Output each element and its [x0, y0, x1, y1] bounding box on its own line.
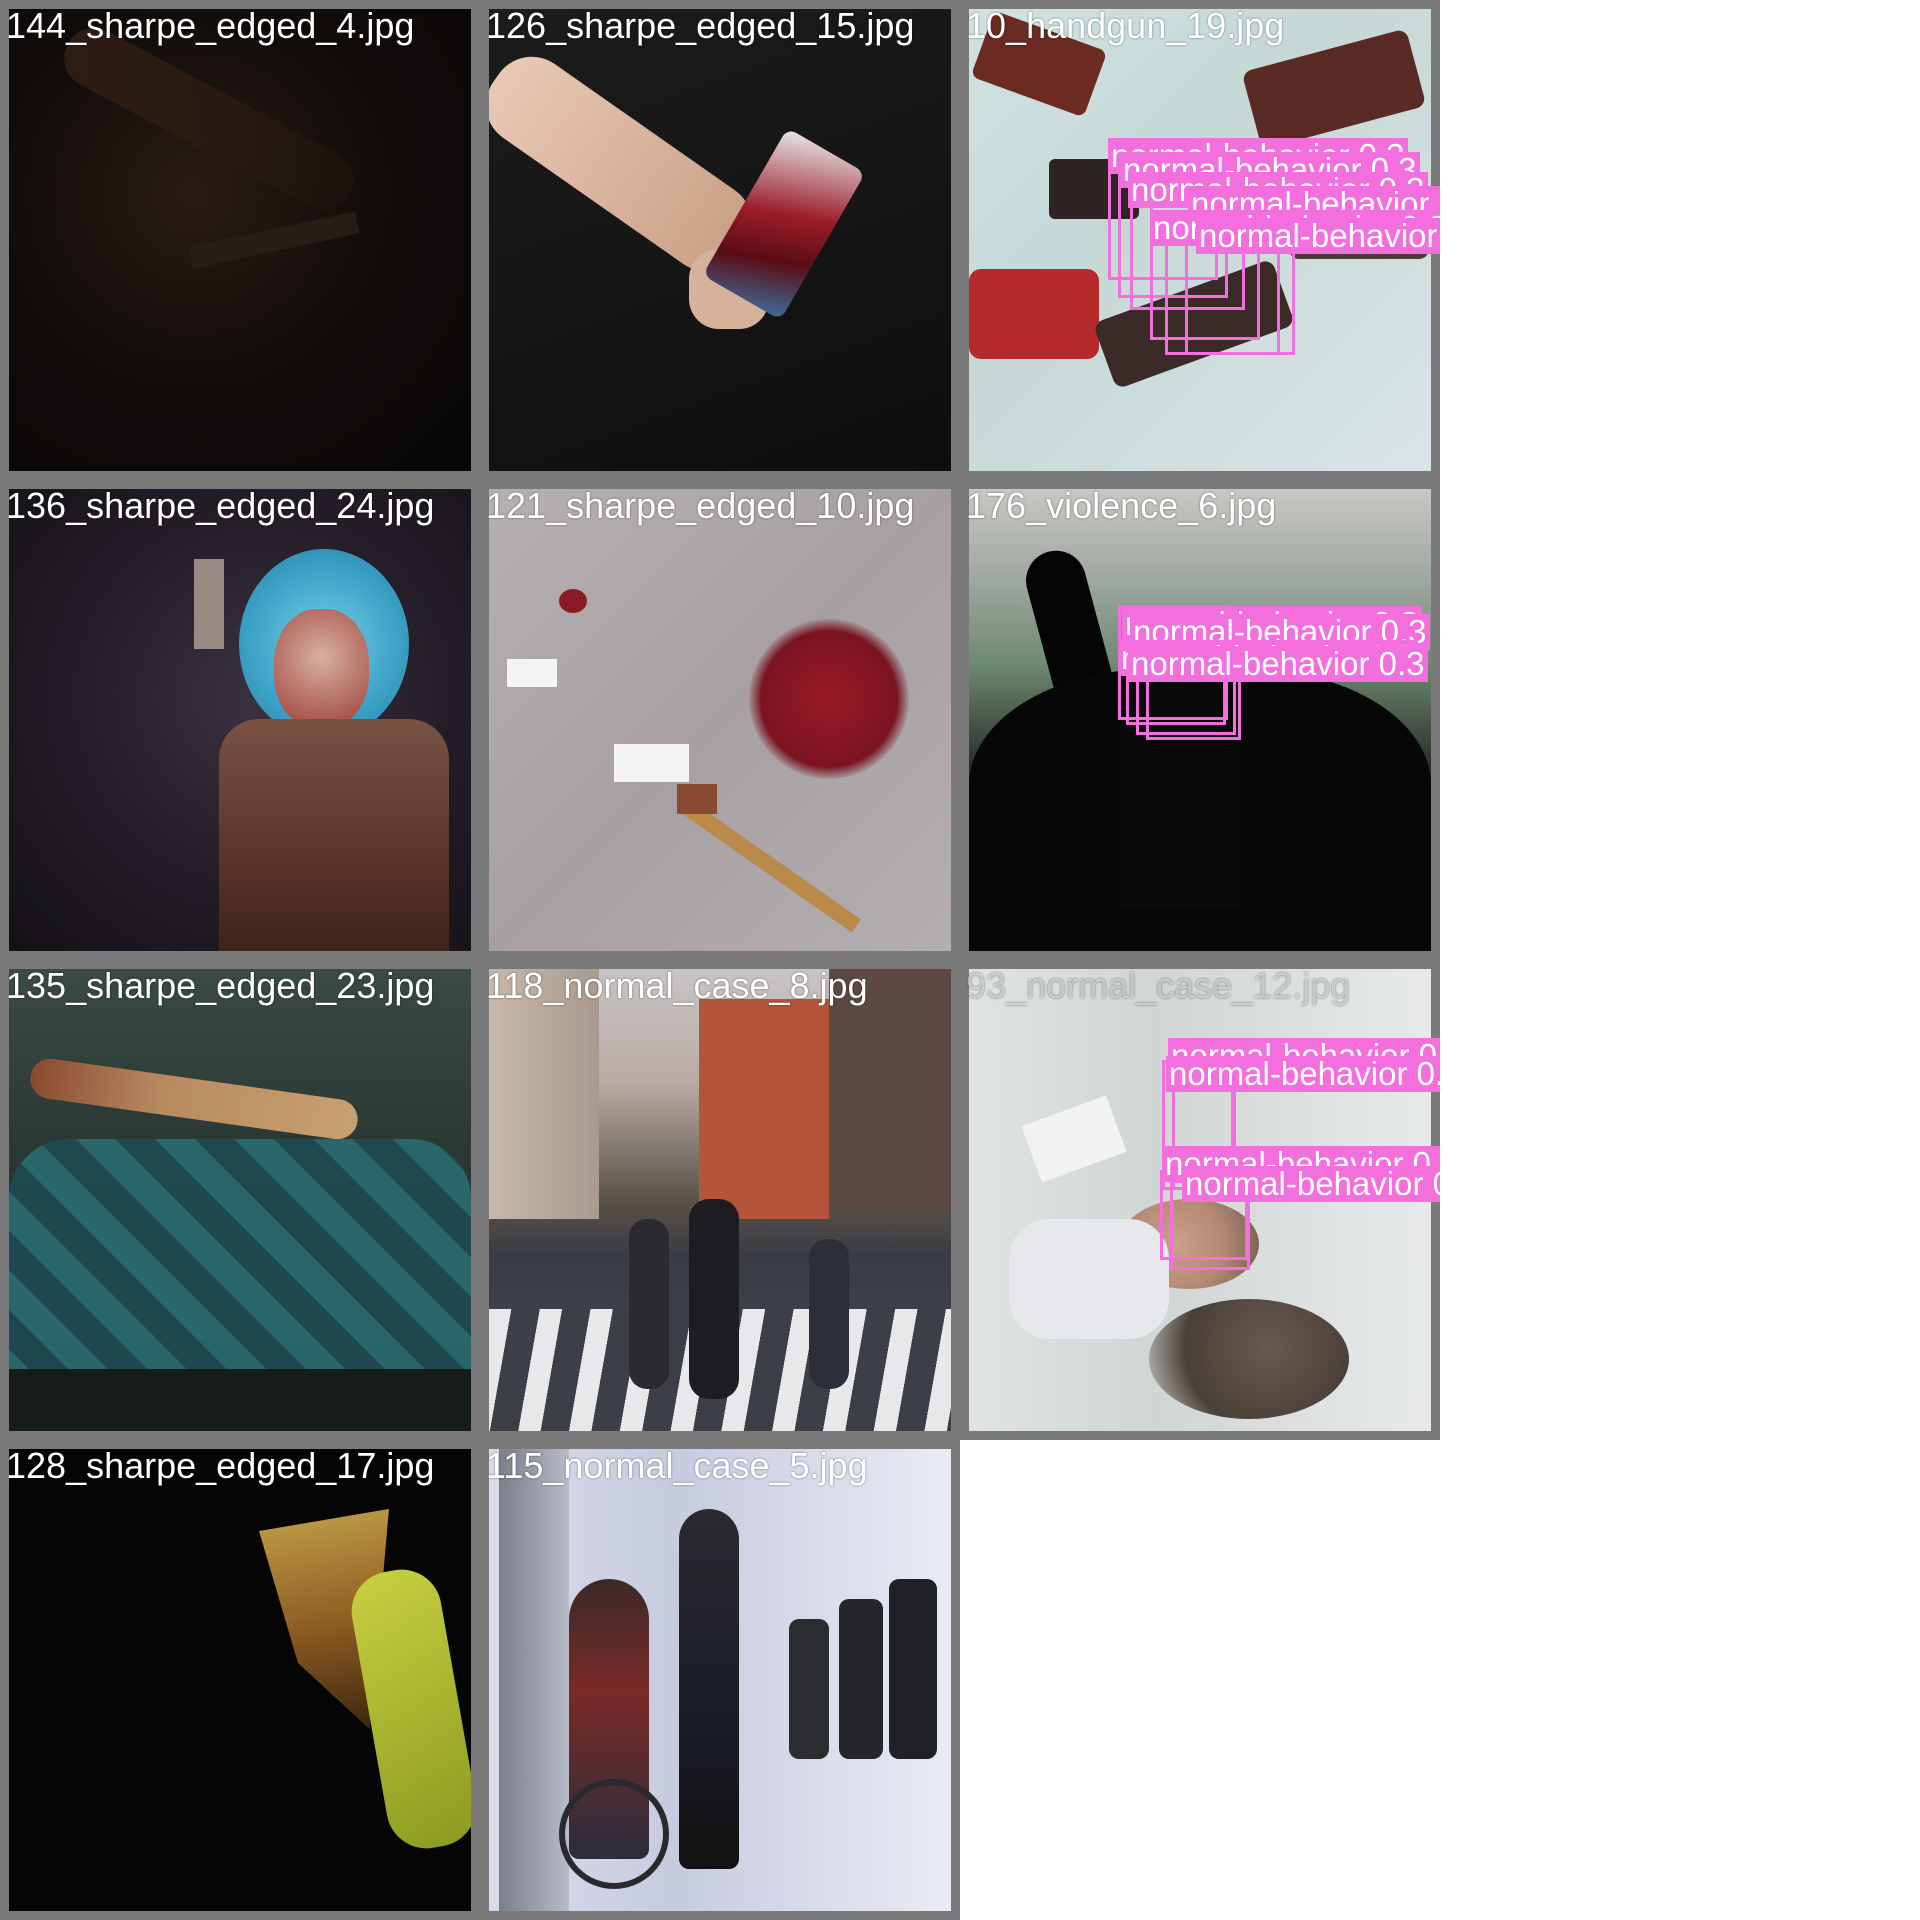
building-right: [699, 999, 829, 1219]
building-left: [489, 969, 599, 1219]
pedestrian: [809, 1239, 849, 1389]
image-tile: 93_normal_case_12.jpg normal-behavior 0.…: [960, 960, 1440, 1440]
image-tile: 121_sharpe_edged_10.jpg: [480, 480, 960, 960]
building-far-right: [829, 969, 951, 1209]
paper-document: [1021, 1095, 1127, 1183]
detection-label: normal-behavior 0.3: [1128, 646, 1428, 682]
ground: [9, 1369, 471, 1431]
blood-drop: [559, 589, 587, 613]
office-chair: [789, 1619, 829, 1759]
image-thumbnail: [489, 489, 951, 951]
handgun: [969, 269, 1099, 359]
filename-label: 118_normal_case_8.jpg: [486, 965, 868, 1006]
image-thumbnail: [489, 969, 951, 1431]
image-thumbnail: [9, 969, 471, 1431]
filename-label: 135_sharpe_edged_23.jpg: [6, 965, 435, 1006]
hatchet: [679, 799, 862, 933]
filename-label: 126_sharpe_edged_15.jpg: [486, 5, 915, 46]
image-tile: 118_normal_case_8.jpg: [480, 960, 960, 1440]
image-tile: 126_sharpe_edged_15.jpg: [480, 0, 960, 480]
clown-body: [219, 719, 449, 951]
image-thumbnail: [489, 9, 951, 471]
image-thumbnail: [489, 1449, 951, 1911]
filename-label: 128_sharpe_edged_17.jpg: [6, 1445, 435, 1486]
blade-silhouette: [188, 211, 360, 269]
cleaver: [194, 559, 224, 649]
image-tile: 10_handgun_19.jpg normal-behavior 0.3 no…: [960, 0, 1440, 480]
image-thumbnail: [9, 9, 471, 471]
evidence-marker: [614, 744, 689, 782]
image-tile: 115_normal_case_5.jpg: [480, 1440, 960, 1920]
detection-label: normal-behavior 0.3: [1196, 218, 1440, 254]
person: [1149, 1299, 1349, 1419]
clown-face: [274, 609, 369, 729]
shirt: [1009, 1219, 1169, 1339]
image-thumbnail: [9, 1449, 471, 1911]
image-tile: 176_violence_6.jpg normal-behavior 0.3 n…: [960, 480, 1440, 960]
window-panel: [499, 1449, 569, 1911]
filename-label: 121_sharpe_edged_10.jpg: [486, 485, 915, 526]
wheelchair-wheel: [559, 1779, 669, 1889]
detection-label: normal-behavior 0.3: [1166, 1056, 1440, 1092]
evidence-marker: [507, 659, 557, 687]
detection-label: normal-behavior 0.3: [1182, 1166, 1440, 1202]
image-thumbnail: [9, 489, 471, 951]
pedestrian: [689, 1199, 739, 1399]
pedestrian: [629, 1219, 669, 1389]
hatchet-head: [677, 784, 717, 814]
office-chair: [839, 1599, 883, 1759]
filename-label: 10_handgun_19.jpg: [966, 5, 1285, 46]
image-tile: 136_sharpe_edged_24.jpg: [0, 480, 480, 960]
image-thumbnail: [969, 489, 1431, 951]
filename-label: 144_sharpe_edged_4.jpg: [6, 5, 415, 46]
image-tile: 128_sharpe_edged_17.jpg: [0, 1440, 480, 1920]
plaid-shirt: [9, 1139, 471, 1389]
filename-label: 93_normal_case_12.jpg: [966, 965, 1351, 1006]
filename-label: 176_violence_6.jpg: [966, 485, 1277, 526]
woman-standing: [679, 1509, 739, 1869]
filename-label: 115_normal_case_5.jpg: [486, 1445, 868, 1486]
office-chair: [889, 1579, 937, 1759]
image-tile: 135_sharpe_edged_23.jpg: [0, 960, 480, 1440]
filename-label: 136_sharpe_edged_24.jpg: [6, 485, 435, 526]
image-tile: 144_sharpe_edged_4.jpg: [0, 0, 480, 480]
arm-with-blade: [27, 1056, 361, 1142]
blood-pool: [749, 619, 909, 779]
